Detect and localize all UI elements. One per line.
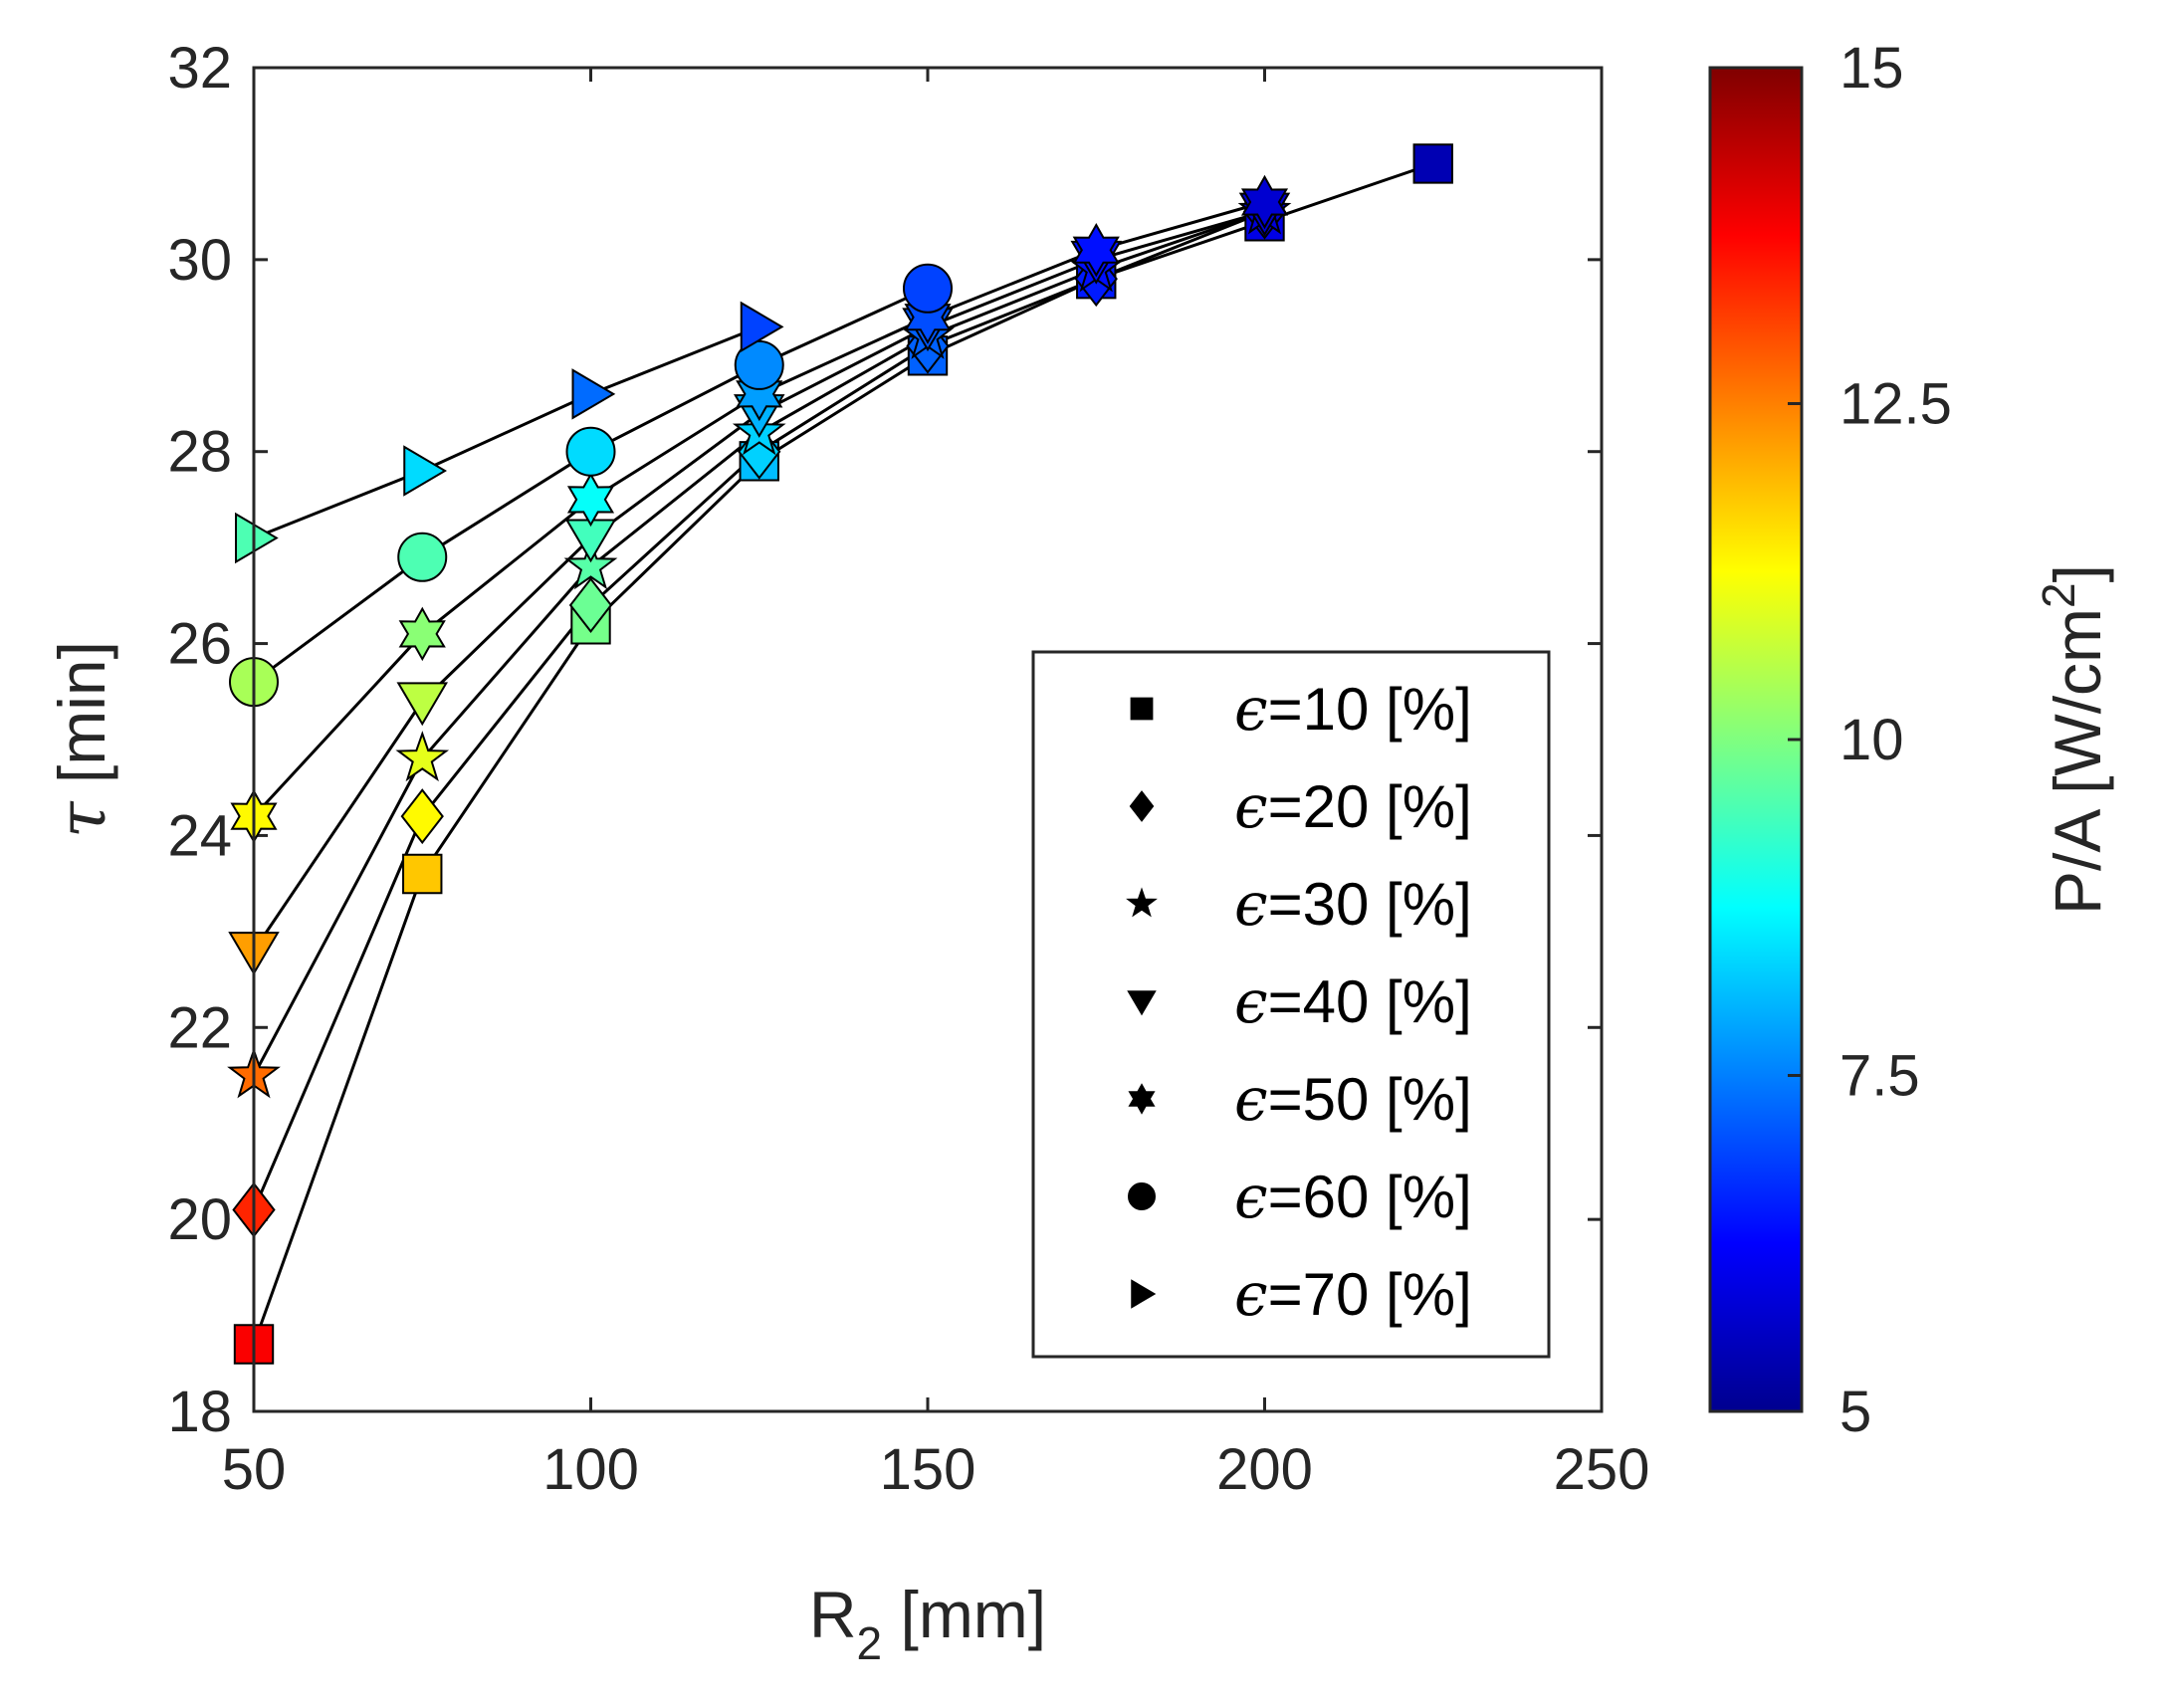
data-point-hexagram <box>1240 174 1289 230</box>
legend-label: ϵ=20 [%] <box>1234 772 1472 842</box>
data-point-diamond <box>568 576 613 634</box>
y-tick-label: 30 <box>167 228 232 293</box>
legend-box <box>1031 650 1551 1359</box>
colorbar-tick-label: 5 <box>1839 1380 1871 1444</box>
x-axis-label: R <box>809 1578 857 1651</box>
data-point-triangle-right <box>235 512 279 564</box>
data-point-hexagram <box>398 606 446 662</box>
legend-label: ϵ=40 [%] <box>1234 967 1472 1037</box>
y-tick-label: 26 <box>167 612 232 677</box>
y-tick-labels: 18 20 22 24 26 28 30 32 <box>167 36 232 1444</box>
colorbar-label-superscript: 2 <box>2033 582 2084 608</box>
legend-label: ϵ=10 [%] <box>1234 675 1472 745</box>
legend-epsilon: ϵ <box>1234 1163 1268 1232</box>
legend-value: =40 [%] <box>1268 968 1472 1035</box>
data-point-hexagram <box>736 366 783 422</box>
x-tick-label: 100 <box>542 1437 639 1502</box>
x-axis-unit: [mm] <box>882 1578 1046 1651</box>
colorbar-tick-label: 15 <box>1839 36 1904 101</box>
data-point-triangle-down <box>396 682 448 727</box>
y-axis-title: τ [min] <box>44 641 120 838</box>
data-point-diamond <box>400 788 444 845</box>
data-point-triangle-right <box>740 301 784 353</box>
y-axis-symbol: τ <box>44 800 120 838</box>
legend-marker-triangle-right <box>1131 1279 1157 1309</box>
legend-label: ϵ=70 [%] <box>1234 1260 1472 1330</box>
x-axis-title: R2 [mm] <box>809 1578 1046 1669</box>
legend-marker-circle <box>1128 1182 1156 1210</box>
legend-epsilon: ϵ <box>1234 1065 1268 1135</box>
legend-epsilon: ϵ <box>1234 967 1268 1037</box>
colorbar-title: P/A [W/cm2] <box>2033 564 2114 915</box>
legend-value: =20 [%] <box>1268 773 1472 840</box>
data-point-hexagram <box>566 472 615 528</box>
data-point-circle <box>397 532 448 582</box>
data-point-star <box>395 731 450 782</box>
colorbar-label: P/A [W/cm <box>2041 608 2114 915</box>
y-tick-label: 18 <box>167 1380 232 1444</box>
legend-value: =10 [%] <box>1268 676 1472 743</box>
x-tick-label: 250 <box>1554 1437 1650 1502</box>
data-point-star <box>563 538 618 590</box>
legend-epsilon: ϵ <box>1234 1260 1268 1330</box>
x-tick-label: 150 <box>880 1437 976 1502</box>
data-point-diamond <box>738 423 781 480</box>
x-axis-subscript: 2 <box>857 1617 883 1669</box>
legend-marker-star <box>1126 887 1158 918</box>
x-tick-label: 200 <box>1216 1437 1313 1502</box>
x-tick-labels: 50 100 150 200 250 <box>222 1437 1650 1502</box>
colorbar-gradient <box>1708 66 1804 1413</box>
series-line-1 <box>252 161 1434 1346</box>
legend-value: =50 [%] <box>1268 1066 1472 1133</box>
data-point-hexagram <box>1072 222 1120 278</box>
colorbar-tick-label: 10 <box>1839 708 1904 772</box>
data-point-circle <box>565 426 616 477</box>
legend-value: =60 [%] <box>1268 1164 1472 1230</box>
plot-area-frame <box>252 66 1604 1413</box>
data-point-triangle-right <box>571 368 616 420</box>
y-tick-label: 32 <box>167 36 232 101</box>
legend-marker-diamond <box>1129 790 1155 822</box>
colorbar-tick-label: 7.5 <box>1839 1044 1920 1109</box>
legend-epsilon: ϵ <box>1234 772 1268 842</box>
data-point-square <box>402 853 443 895</box>
legend-value: =70 [%] <box>1268 1261 1472 1328</box>
legend: ϵ=10 [%]ϵ=20 [%]ϵ=30 [%]ϵ=40 [%]ϵ=50 [%]… <box>1031 650 1551 1359</box>
data-point-hexagram <box>904 290 952 344</box>
legend-marker-hexagram <box>1128 1083 1156 1115</box>
data-point-circle <box>903 263 953 314</box>
y-tick-label: 28 <box>167 420 232 485</box>
legend-label: ϵ=50 [%] <box>1234 1065 1472 1135</box>
series-markers <box>227 143 1453 1365</box>
legend-marker-triangle-down <box>1127 990 1157 1016</box>
legend-value: =30 [%] <box>1268 871 1472 938</box>
data-point-triangle-right <box>403 445 448 497</box>
colorbar-label-end: ] <box>2041 564 2114 582</box>
x-tick-label: 50 <box>222 1437 287 1502</box>
legend-epsilon: ϵ <box>1234 675 1268 745</box>
colorbar-tick-label: 12.5 <box>1839 372 1952 437</box>
legend-marker-square <box>1130 697 1154 721</box>
data-point-square <box>1412 143 1453 184</box>
y-tick-label: 22 <box>167 995 232 1060</box>
y-tick-label: 20 <box>167 1187 232 1252</box>
y-tick-label: 24 <box>167 803 232 868</box>
legend-label: ϵ=60 [%] <box>1234 1163 1472 1232</box>
legend-epsilon: ϵ <box>1234 870 1268 940</box>
y-axis-unit: [min] <box>45 641 118 801</box>
colorbar: 5 7.5 10 12.5 15 P/A [W/cm2] <box>1708 36 2114 1444</box>
series-line-7 <box>253 325 760 539</box>
legend-label: ϵ=30 [%] <box>1234 870 1472 940</box>
